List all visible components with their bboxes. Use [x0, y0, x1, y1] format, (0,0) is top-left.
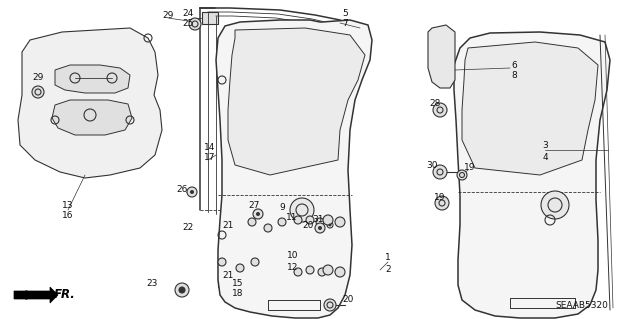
Circle shape: [278, 218, 286, 226]
Circle shape: [294, 268, 302, 276]
Text: 21: 21: [222, 221, 234, 231]
Text: 20: 20: [302, 221, 314, 231]
Text: 24: 24: [182, 10, 194, 19]
Text: 22: 22: [182, 224, 194, 233]
Circle shape: [335, 217, 345, 227]
Text: 14: 14: [204, 144, 216, 152]
Circle shape: [328, 224, 332, 226]
Circle shape: [435, 196, 449, 210]
Text: 4: 4: [542, 152, 548, 161]
Text: 21: 21: [222, 271, 234, 280]
Circle shape: [256, 212, 260, 216]
Text: 11: 11: [286, 212, 298, 221]
Text: 7: 7: [342, 19, 348, 28]
Bar: [218, 255, 260, 287]
Circle shape: [318, 268, 326, 276]
Circle shape: [32, 86, 44, 98]
Text: 28: 28: [429, 99, 441, 108]
Circle shape: [190, 190, 194, 194]
Circle shape: [306, 266, 314, 274]
Text: 26: 26: [176, 186, 188, 195]
Circle shape: [457, 170, 467, 180]
Circle shape: [323, 215, 333, 225]
Text: 29: 29: [32, 73, 44, 83]
Polygon shape: [454, 32, 610, 318]
Circle shape: [251, 258, 259, 266]
Bar: [295, 265, 323, 289]
Circle shape: [324, 299, 336, 311]
Circle shape: [189, 18, 201, 30]
Text: 30: 30: [426, 160, 438, 169]
Circle shape: [248, 218, 256, 226]
Text: 3: 3: [542, 142, 548, 151]
Bar: [202, 12, 218, 24]
Circle shape: [433, 165, 447, 179]
Text: 17: 17: [204, 153, 216, 162]
Circle shape: [318, 226, 322, 230]
Circle shape: [316, 218, 324, 226]
Polygon shape: [462, 42, 598, 175]
Text: 9: 9: [279, 204, 285, 212]
Text: 1: 1: [385, 254, 391, 263]
Text: 12: 12: [287, 263, 299, 271]
Polygon shape: [52, 100, 132, 135]
Circle shape: [294, 216, 302, 224]
Polygon shape: [18, 28, 162, 178]
Text: 2: 2: [385, 265, 391, 275]
Circle shape: [323, 265, 333, 275]
Text: 25: 25: [182, 19, 194, 27]
Circle shape: [253, 209, 263, 219]
Text: FR.: FR.: [54, 288, 76, 301]
Text: 23: 23: [147, 278, 157, 287]
Text: 29: 29: [163, 11, 173, 20]
Circle shape: [218, 258, 226, 266]
Text: 31: 31: [312, 216, 324, 225]
Polygon shape: [14, 287, 58, 303]
Circle shape: [175, 283, 189, 297]
Text: 20: 20: [342, 295, 354, 305]
Text: SEAAB5320: SEAAB5320: [556, 300, 609, 309]
Text: 15: 15: [232, 278, 244, 287]
Text: 5: 5: [342, 10, 348, 19]
Circle shape: [236, 264, 244, 272]
Bar: [295, 215, 323, 239]
Text: 19: 19: [464, 162, 476, 172]
Polygon shape: [216, 20, 372, 318]
Circle shape: [306, 216, 314, 224]
Polygon shape: [55, 65, 130, 93]
Text: 18: 18: [232, 290, 244, 299]
Bar: [250, 218, 285, 240]
Polygon shape: [228, 28, 365, 175]
Text: 19: 19: [435, 194, 445, 203]
Text: 8: 8: [511, 71, 517, 80]
Circle shape: [290, 198, 314, 222]
Circle shape: [179, 287, 185, 293]
Circle shape: [315, 223, 325, 233]
Circle shape: [335, 267, 345, 277]
Text: 27: 27: [248, 202, 260, 211]
Text: 13: 13: [62, 201, 74, 210]
Text: 6: 6: [511, 62, 517, 70]
Circle shape: [541, 191, 569, 219]
Polygon shape: [428, 25, 455, 88]
Text: 16: 16: [62, 211, 74, 219]
Circle shape: [264, 224, 272, 232]
Circle shape: [187, 187, 197, 197]
Text: 10: 10: [287, 251, 299, 261]
Circle shape: [433, 103, 447, 117]
